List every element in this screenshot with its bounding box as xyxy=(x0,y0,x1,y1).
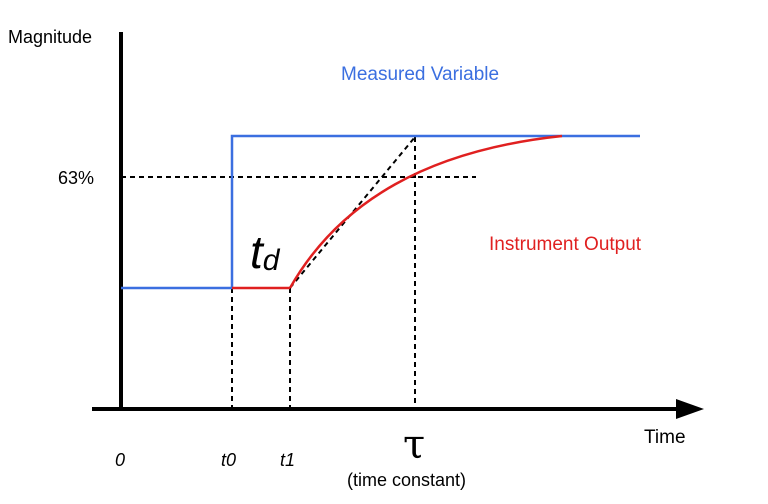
tick-t1-label: t1 xyxy=(280,450,295,470)
tau-caption: (time constant) xyxy=(347,470,466,490)
x-axis-arrowhead xyxy=(676,399,704,419)
tick-t0-label: t0 xyxy=(221,450,236,470)
y-axis-label: Magnitude xyxy=(8,27,92,47)
instrument-output-label: Instrument Output xyxy=(489,234,642,255)
x-axis-label: Time xyxy=(644,427,686,448)
measured-variable-line xyxy=(121,134,640,290)
measured-variable-label: Measured Variable xyxy=(341,64,499,85)
dead-time-base: t xyxy=(250,226,265,278)
tangent-dashed-line xyxy=(289,136,416,289)
instrument-output-curve xyxy=(288,134,563,289)
dead-time-sub: d xyxy=(263,244,281,277)
level-63-label: 63% xyxy=(58,168,94,188)
tick-origin-label: 0 xyxy=(115,450,125,470)
tick-tau-label: τ xyxy=(403,422,425,468)
dead-time-label: td xyxy=(250,226,281,278)
